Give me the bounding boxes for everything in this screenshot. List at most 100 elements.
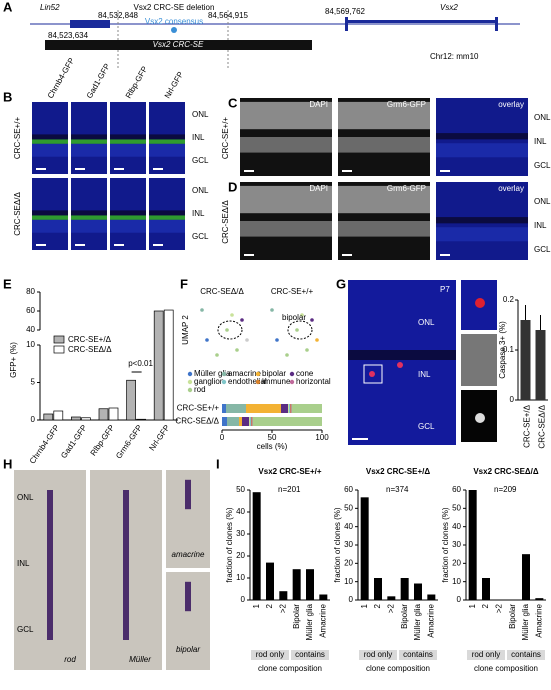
group-box [291, 650, 329, 660]
bar-segment [242, 417, 249, 426]
y-tick-label: 10 [236, 573, 245, 582]
bar [468, 490, 477, 600]
micrograph [32, 178, 68, 250]
y-tick-label: 50 [452, 503, 461, 512]
band [240, 221, 332, 237]
x-tick-label: Amacrine [318, 603, 327, 637]
band [240, 185, 332, 214]
label: Vsx2 CRC-SE [153, 40, 204, 49]
legend-label: Müller glia [194, 369, 231, 378]
bar-segment [226, 404, 246, 413]
bar [98, 408, 109, 421]
image-label: DAPI [309, 100, 328, 109]
cell-label: Müller [129, 655, 151, 664]
y-tick-label: 50 [344, 503, 353, 512]
cluster-outline [217, 320, 243, 340]
se-bar [45, 40, 312, 50]
image-label: overlay [498, 100, 524, 109]
cell [475, 413, 485, 423]
micrograph [110, 102, 146, 174]
umap-point [305, 348, 309, 352]
band [338, 221, 430, 237]
bar [126, 379, 136, 421]
gfp [32, 139, 68, 144]
x-axis-label: cells (%) [257, 442, 288, 451]
scale-bar [75, 168, 85, 170]
panel-letter: A [3, 0, 13, 14]
layer-label: ONL [192, 186, 209, 195]
band [436, 217, 528, 224]
y-tick-label: 30 [344, 540, 353, 549]
bar-segment [251, 417, 253, 426]
y-tick-label: 30 [452, 540, 461, 549]
group-box [359, 650, 397, 660]
layer-label: INL [534, 137, 547, 146]
chart-title: Vsx2 CRC-SEΔ/Δ [473, 467, 539, 476]
band [338, 185, 430, 214]
legend-label: bipolar [262, 369, 286, 378]
legend-label: amacrine [228, 369, 261, 378]
layer-label: ONL [418, 318, 435, 327]
bar-segment [288, 404, 289, 413]
age-label: P7 [440, 285, 450, 294]
bar-segment [289, 404, 290, 413]
legend-label: rod [194, 385, 206, 394]
y-tick-label: 0 [457, 595, 462, 604]
scale-bar [244, 254, 254, 256]
y-tick-label: 30 [236, 529, 245, 538]
x-tick-label: >2 [494, 603, 503, 613]
band [32, 219, 68, 233]
layer-label: INL [17, 559, 30, 568]
group-label: contains [403, 650, 433, 659]
cell-label: rod [64, 655, 76, 664]
band [110, 134, 146, 141]
gene-vsx2 [345, 20, 495, 23]
umap-point [270, 308, 274, 312]
umap-point [200, 308, 204, 312]
layer-label: GCL [418, 422, 435, 431]
x-tick-label: Nrl-GFP [147, 423, 171, 452]
axis-label: UMAP 2 [181, 315, 190, 345]
y-tick-label: 10 [344, 577, 353, 586]
label: Vsx2 CRC-SE deletion [134, 3, 215, 12]
y-tick-label: 60 [452, 485, 461, 494]
x-tick-label: Amacrine [426, 603, 435, 637]
legend-label: horizontal [296, 377, 331, 386]
image-label: Grm6-GFP [387, 184, 426, 193]
label: 84,569,762 [325, 7, 366, 16]
legend-label: endothelial [228, 377, 267, 386]
micrograph [436, 98, 528, 176]
bar [252, 492, 261, 600]
layer-label: ONL [534, 197, 551, 206]
umap-point [310, 318, 314, 322]
x-axis-label: clone composition [258, 664, 322, 673]
cluster-label: bipolar [282, 313, 306, 322]
bar-segment [251, 417, 252, 426]
micrograph [348, 280, 456, 445]
layer-label: GCL [17, 625, 34, 634]
column-label: Rlbp-GFP [124, 65, 150, 100]
cell-label: bipolar [176, 645, 200, 654]
umap-point [230, 313, 234, 317]
y-tick-label: 10 [26, 340, 35, 349]
scale-bar [352, 438, 368, 440]
bar [319, 594, 328, 600]
label: 84,532,848 [98, 11, 139, 20]
legend-swatch [289, 371, 295, 377]
layer-label: GCL [534, 245, 551, 254]
n-label: n=209 [494, 485, 517, 494]
x-tick-label: 2 [481, 603, 490, 608]
group-label: contains [511, 650, 541, 659]
band [338, 101, 430, 130]
band [32, 210, 68, 217]
umap-point [275, 338, 279, 342]
bar [81, 417, 91, 421]
x-tick-label: Müller glia [413, 603, 422, 640]
bar-segment [252, 417, 322, 426]
x-tick-label: Rlbp-GFP [89, 423, 117, 457]
bar [360, 497, 369, 600]
y-tick-label: 0.2 [503, 295, 515, 304]
bar [43, 413, 54, 421]
legend-label: immune [262, 377, 291, 386]
umap-point [300, 313, 304, 317]
